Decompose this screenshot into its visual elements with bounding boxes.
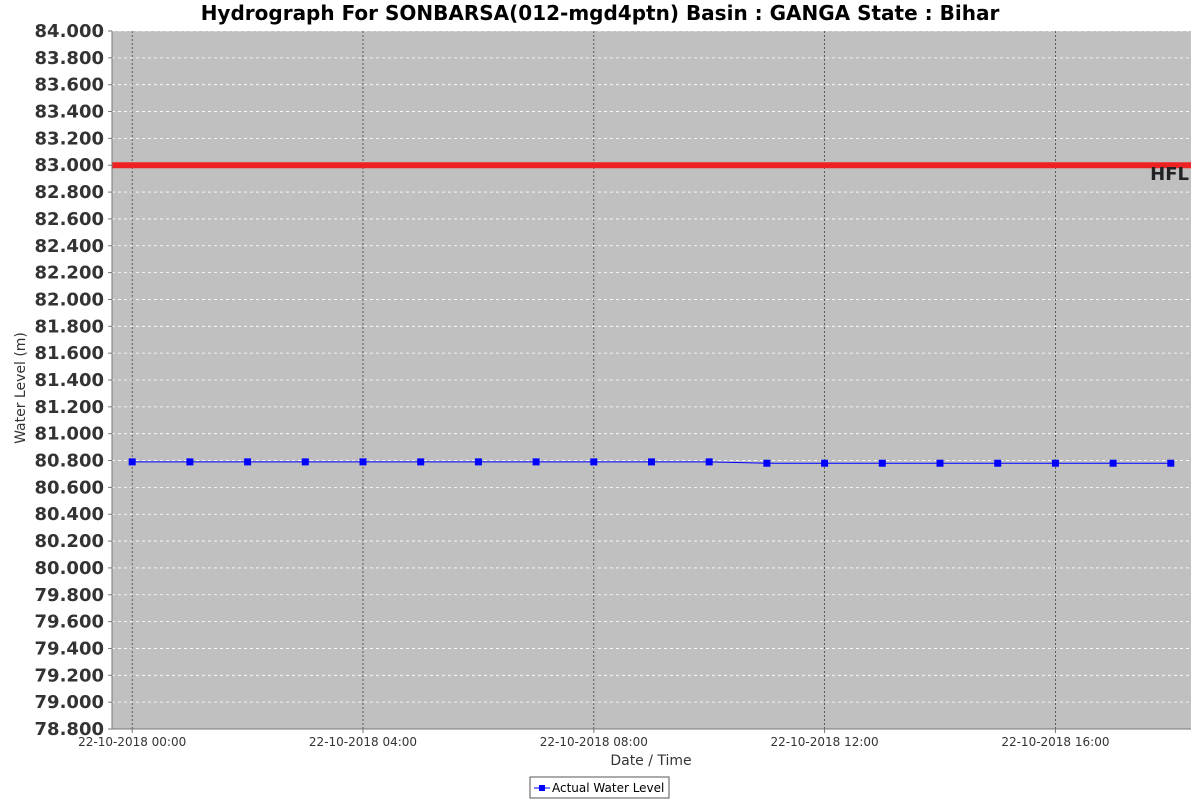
- data-point-marker: [1109, 459, 1117, 467]
- y-tick-label: 82.000: [35, 289, 104, 310]
- y-tick-label: 83.600: [35, 75, 104, 96]
- y-tick-label: 81.800: [35, 316, 104, 337]
- legend: Actual Water Level: [529, 776, 670, 799]
- x-tick-label: 22-10-2018 16:00: [1001, 735, 1109, 749]
- y-tick-label: 81.600: [35, 343, 104, 364]
- y-tick-label: 79.800: [35, 585, 104, 606]
- x-tick-label: 22-10-2018 08:00: [540, 735, 648, 749]
- y-tick-label: 80.400: [35, 504, 104, 525]
- data-point-marker: [1167, 459, 1175, 467]
- legend-box: [529, 776, 670, 799]
- x-axis-label: Date / Time: [610, 753, 691, 769]
- data-point-marker: [705, 458, 713, 466]
- y-tick-label: 83.200: [35, 128, 104, 149]
- data-point-marker: [648, 458, 655, 466]
- x-tick-label: 22-10-2018 12:00: [771, 735, 879, 749]
- y-tick-label: 82.600: [35, 209, 104, 230]
- y-tick-label: 79.400: [35, 638, 104, 659]
- data-point-marker: [301, 458, 309, 466]
- legend-series-label: Actual Water Level: [552, 781, 664, 795]
- x-tick-label: 22-10-2018 00:00: [78, 735, 186, 749]
- data-point-marker: [359, 458, 367, 466]
- axes: 78.800 79.000 79.200 79.400 79.600 79.800 80.0…: [35, 21, 1191, 749]
- data-point-marker: [590, 458, 598, 466]
- y-tick-label: 83.000: [35, 155, 104, 176]
- y-tick-label: 79.200: [35, 665, 104, 686]
- y-tick-label: 80.600: [35, 477, 104, 498]
- y-tick-label: 79.600: [35, 612, 104, 633]
- plot-area: [112, 31, 1191, 729]
- y-tick-label: 83.400: [35, 102, 104, 123]
- y-tick-label: 82.400: [35, 236, 104, 257]
- data-point-marker: [936, 459, 944, 467]
- y-tick-label: 80.800: [35, 451, 104, 472]
- data-point-marker: [878, 459, 886, 467]
- y-tick-label: 84.000: [35, 21, 104, 42]
- y-tick-label: 79.000: [35, 692, 104, 713]
- data-point-marker: [821, 459, 829, 467]
- grid-lines: [112, 30, 1191, 730]
- hfl-label: HFL: [1150, 164, 1189, 185]
- y-tick-label: 80.000: [35, 558, 104, 579]
- chart-title: Hydrograph For SONBARSA(012-mgd4ptn) Bas…: [201, 1, 1000, 25]
- data-point-marker: [532, 458, 540, 466]
- series-group: [128, 458, 1175, 467]
- legend-series-marker: [539, 785, 545, 791]
- data-point-marker: [763, 459, 771, 467]
- data-point-marker: [1051, 459, 1059, 467]
- reference-line-group: HFL: [112, 162, 1191, 185]
- y-tick-label: 81.400: [35, 370, 104, 391]
- y-tick-label: 78.800: [35, 719, 104, 740]
- y-tick-label: 81.000: [35, 424, 104, 445]
- y-tick-label: 83.800: [35, 48, 104, 69]
- y-tick-label: 82.800: [35, 182, 104, 203]
- data-point-marker: [128, 458, 136, 466]
- data-point-marker: [186, 458, 194, 466]
- data-point-marker: [244, 458, 252, 466]
- data-point-marker: [474, 458, 482, 466]
- y-tick-label: 80.200: [35, 531, 104, 552]
- data-point-marker: [417, 458, 425, 466]
- data-point-marker: [994, 459, 1002, 467]
- y-tick-label: 82.200: [35, 263, 104, 284]
- x-tick-label: 22-10-2018 04:00: [309, 735, 417, 749]
- y-axis-label: Water Level (m): [13, 332, 29, 444]
- y-tick-label: 81.200: [35, 397, 104, 418]
